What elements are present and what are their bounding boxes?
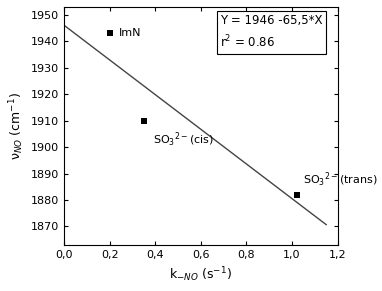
Y-axis label: ν$_{NO}$ (cm$^{-1}$): ν$_{NO}$ (cm$^{-1}$): [7, 92, 26, 160]
X-axis label: k$_{-NO}$ (s$^{-1}$): k$_{-NO}$ (s$^{-1}$): [170, 265, 233, 284]
Text: Y = 1946 -65,5*X
r$^2$ = 0.86: Y = 1946 -65,5*X r$^2$ = 0.86: [220, 14, 322, 50]
Text: SO$_3$$^{2-}$(trans): SO$_3$$^{2-}$(trans): [303, 171, 378, 189]
Text: SO$_3$$^{2-}$(cis): SO$_3$$^{2-}$(cis): [153, 131, 214, 150]
Text: ImN: ImN: [119, 29, 141, 38]
